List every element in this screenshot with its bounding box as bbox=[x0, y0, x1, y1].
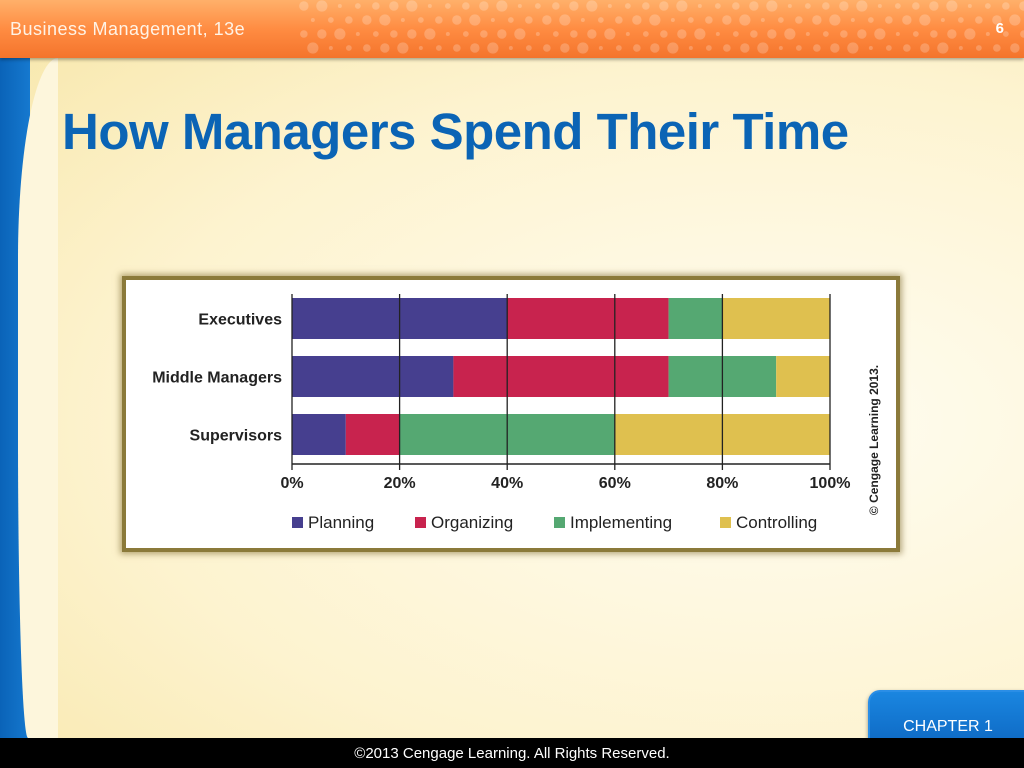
legend-swatch-implementing bbox=[554, 517, 565, 528]
legend-label-organizing: Organizing bbox=[431, 513, 513, 532]
bar-planning-middle-managers bbox=[292, 356, 454, 397]
bar-organizing-supervisors bbox=[345, 414, 400, 455]
footer-copyright: ©2013 Cengage Learning. All Rights Reser… bbox=[354, 745, 670, 762]
legend-label-planning: Planning bbox=[308, 513, 374, 532]
legend-swatch-organizing bbox=[415, 517, 426, 528]
page-title: How Managers Spend Their Time bbox=[62, 103, 849, 160]
chart-credit: © Cengage Learning 2013. bbox=[867, 365, 881, 515]
bar-controlling-executives bbox=[722, 298, 830, 339]
bar-organizing-middle-managers bbox=[453, 356, 669, 397]
legend-label-controlling: Controlling bbox=[736, 513, 817, 532]
x-tick-label: 100% bbox=[810, 475, 851, 492]
legend-swatch-planning bbox=[292, 517, 303, 528]
x-tick-label: 0% bbox=[280, 475, 303, 492]
stacked-bar-chart: Executives Middle Managers Supervisors 0% 20… bbox=[152, 294, 881, 532]
bar-controlling-middle-managers bbox=[776, 356, 830, 397]
chapter-button-label: CHAPTER 1 bbox=[903, 718, 993, 735]
legend-label-implementing: Implementing bbox=[570, 513, 672, 532]
chart-frame: Executives Middle Managers Supervisors 0% 20… bbox=[122, 276, 900, 552]
bar-implementing-executives bbox=[668, 298, 723, 339]
header-bar: Business Management, 13e 6 bbox=[0, 0, 1024, 58]
category-label: Middle Managers bbox=[152, 370, 282, 387]
course-title: Business Management, 13e bbox=[10, 19, 246, 39]
category-label: Executives bbox=[198, 312, 282, 329]
x-tick-label: 60% bbox=[599, 475, 631, 492]
legend-swatch-controlling bbox=[720, 517, 731, 528]
x-tick-label: 20% bbox=[384, 475, 416, 492]
bar-organizing-executives bbox=[507, 298, 669, 339]
left-band-curve bbox=[18, 58, 58, 738]
category-label: Supervisors bbox=[190, 428, 283, 445]
header-dot-pattern bbox=[299, 0, 1024, 54]
footer-bar bbox=[0, 738, 1024, 768]
bar-planning-supervisors bbox=[292, 414, 346, 455]
x-tick-label: 80% bbox=[706, 475, 738, 492]
x-tick-label: 40% bbox=[491, 475, 523, 492]
slide-number: 6 bbox=[995, 20, 1004, 37]
